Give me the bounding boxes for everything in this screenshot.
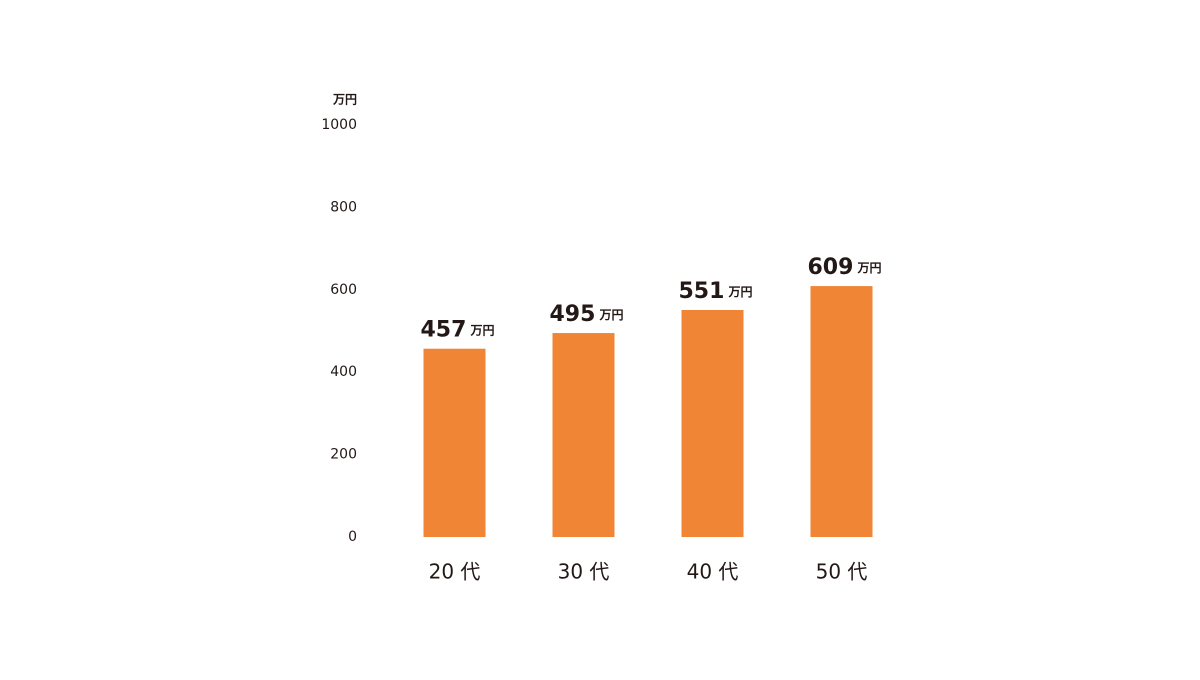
- value-label: 609 万円: [808, 255, 882, 280]
- bar: [552, 333, 615, 537]
- x-tick-label: 30 代: [558, 560, 610, 584]
- bar: [681, 309, 744, 537]
- y-tick-label: 200: [330, 447, 357, 463]
- value-number: 495: [550, 302, 596, 327]
- value-unit: 万円: [856, 261, 881, 275]
- x-tick-label: 20 代: [429, 560, 481, 584]
- value-unit: 万円: [598, 308, 623, 322]
- y-tick-label: 400: [330, 364, 357, 380]
- value-number: 609: [808, 255, 854, 280]
- y-tick-label: 0: [348, 529, 357, 545]
- y-tick-label: 800: [330, 199, 357, 215]
- bar: [810, 286, 873, 537]
- y-axis-unit: 万円: [332, 93, 357, 107]
- x-tick-label: 50 代: [816, 560, 868, 584]
- y-tick-label: 1000: [321, 117, 357, 133]
- value-unit: 万円: [727, 284, 752, 298]
- value-label: 551 万円: [679, 279, 753, 304]
- x-tick-label: 40 代: [687, 560, 739, 584]
- value-number: 457: [421, 318, 467, 343]
- value-label: 457 万円: [421, 318, 495, 343]
- bar: [423, 348, 486, 537]
- value-label: 495 万円: [550, 302, 624, 327]
- y-tick-label: 600: [330, 282, 357, 298]
- value-unit: 万円: [469, 323, 494, 337]
- value-number: 551: [679, 279, 725, 304]
